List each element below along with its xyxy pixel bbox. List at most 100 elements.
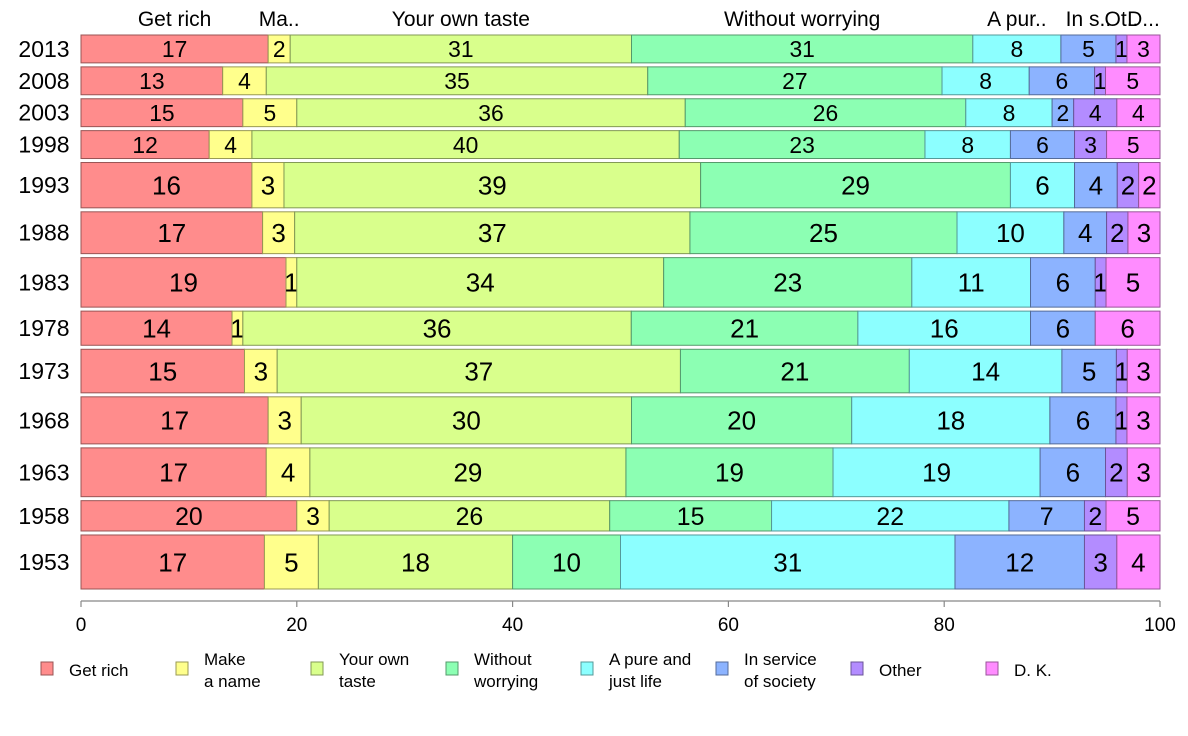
bar-segment [1127,211,1161,255]
y-tick-label: 1988 [18,220,69,246]
bar-segment [289,34,633,64]
data-label: 2 [1142,171,1156,201]
data-label: 18 [401,547,430,577]
data-label: 20 [175,503,203,531]
bar-segment [1073,98,1118,128]
x-tick-label: 100 [1144,615,1176,636]
bar-segment [851,396,1051,445]
bar-segment [80,162,253,209]
bar-segment [80,66,224,96]
bar-segment [678,130,926,160]
data-label: 3 [1093,547,1107,577]
data-label: 17 [160,406,189,436]
data-label: 1 [1114,406,1128,436]
data-label: 16 [152,171,181,201]
bar-segment [1049,396,1117,445]
bar-segment [700,162,1011,209]
data-label: 4 [1089,100,1102,126]
bar-segment [771,500,1010,532]
bar-segment [1116,534,1161,590]
data-label: 17 [162,36,187,62]
top-labels: Get rich Ma.. Your own taste Without worryi… [138,8,1160,31]
data-label: 4 [1131,547,1145,577]
data-label: 31 [448,36,473,62]
data-label: 2 [1110,218,1124,248]
data-label: 5 [284,547,298,577]
bar-segment [80,257,287,308]
bar-segment [1105,500,1161,532]
bar-segment [857,310,1032,346]
data-label: 11 [958,268,985,298]
legend-swatch [40,661,54,676]
data-label: 25 [809,218,838,248]
data-label: 2 [1121,171,1135,201]
data-label: 4 [1089,171,1103,201]
top-series-label: Ot.. [1105,8,1139,31]
data-label: 8 [961,132,974,158]
bar-segment [1008,500,1085,532]
legend-swatch [175,661,189,676]
bar-segment [251,130,680,160]
data-label: 4 [224,132,237,158]
bar-segment [625,447,834,498]
data-label: 1 [1094,68,1107,94]
bar-segment [631,396,853,445]
data-label: 6 [1120,314,1134,344]
data-label: 19 [169,268,198,298]
data-label: 3 [254,356,268,386]
data-label: 3 [1137,36,1150,62]
bar-segment [1126,396,1161,445]
data-label: 36 [423,314,452,344]
data-label: 39 [478,171,507,201]
data-label: 7 [1040,503,1054,531]
data-label: 1 [1093,268,1107,298]
data-label: 15 [677,503,705,531]
x-tick-label: 60 [718,615,739,636]
data-label: 19 [922,458,951,488]
x-tick-label: 20 [286,615,307,636]
data-label: 26 [813,100,838,126]
bar-rows: 17 2 31 31 8 5 1 313 4 35 27 8 6 1 515 5 36 26 8 2 4 412 4 40 23… [80,34,1161,590]
bar-segment [265,447,311,498]
top-series-label: Get rich [138,8,212,31]
data-label: 6 [1066,458,1080,488]
data-label: 12 [132,132,157,158]
bar-segment [1074,162,1118,209]
bar-segment [263,534,319,590]
data-label: 6 [1035,171,1049,201]
data-label: 4 [1078,218,1092,248]
bar-segment [1061,348,1117,394]
data-label: 17 [159,458,188,488]
data-label: 3 [1136,406,1150,436]
data-label: 3 [1137,218,1151,248]
data-label: 15 [148,356,177,386]
x-tick-label: 40 [502,615,523,636]
top-series-label: D... [1127,8,1160,31]
data-label: 13 [139,68,164,94]
bar-segment [80,34,269,64]
bar-segment [689,211,958,255]
bar-segment [222,66,267,96]
data-label: 23 [789,132,814,158]
data-label: 3 [277,406,291,436]
data-label: 22 [876,503,904,531]
legend-swatch [310,661,324,676]
y-tick-label: 1958 [18,503,69,529]
bar-segment [1039,447,1107,498]
bar-segment [1138,162,1161,209]
bar-segment [317,534,514,590]
data-label: 14 [971,356,1000,386]
legend-label: worrying [473,672,538,691]
bar-segment [832,447,1041,498]
y-tick-label: 1978 [18,315,69,341]
data-label: 3 [1136,458,1150,488]
legend: Get rich Make a name Your own taste Without wo… [40,650,1052,691]
data-label: 2 [1109,458,1123,488]
data-label: 4 [1132,100,1145,126]
bar-segment [267,396,302,445]
bar-segment [296,98,686,128]
data-label: 23 [773,268,802,298]
data-label: 3 [261,171,275,201]
bar-segment [1094,310,1161,346]
